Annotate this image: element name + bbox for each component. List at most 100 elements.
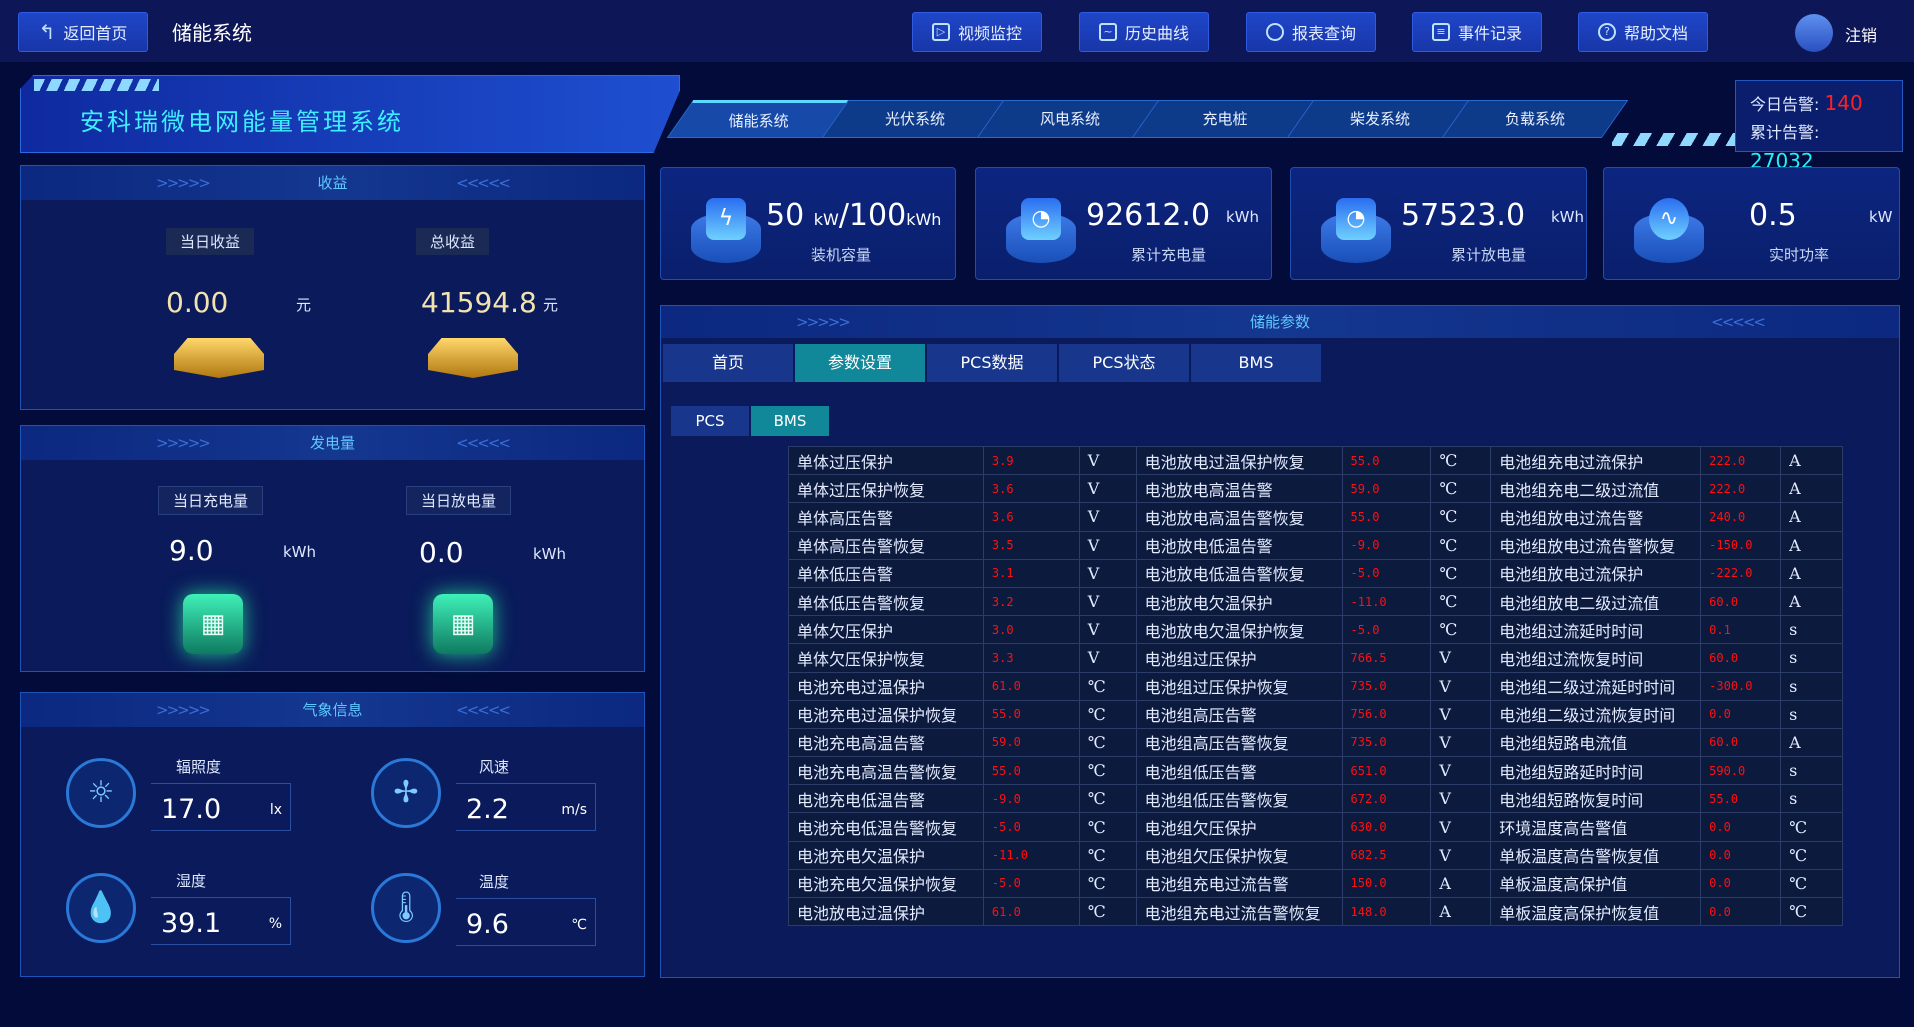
param-name: 电池充电低温告警恢复	[788, 812, 984, 842]
param-unit: A	[1430, 896, 1492, 927]
panel-title: 储能参数	[661, 306, 1899, 338]
param-unit: ℃	[1078, 699, 1137, 729]
param-unit: A	[1780, 558, 1843, 588]
table-row: 电池充电欠温保护 -11.0 ℃ 电池组欠压保护恢复 682.5 V 单板温度高告警恢复值 0…	[788, 840, 1843, 870]
param-unit: ℃	[1430, 530, 1492, 560]
param-name: 电池组充电过流告警恢复	[1135, 896, 1343, 927]
param-name: 单板温度高保护值	[1490, 868, 1702, 899]
param-name: 单板温度高告警恢复值	[1490, 840, 1702, 870]
param-name: 单体欠压保护	[788, 615, 984, 645]
param-unit: ℃	[1430, 586, 1492, 617]
param-value: -5.0	[1341, 558, 1432, 588]
param-unit: ℃	[1430, 474, 1492, 504]
param-name: 单体高压告警	[788, 502, 984, 532]
charge-value: 9.0	[169, 534, 214, 567]
param-unit: ℃	[1430, 502, 1492, 532]
param-unit: ℃	[1078, 671, 1137, 701]
param-value: 60.0	[1700, 643, 1782, 673]
param-unit: V	[1430, 699, 1492, 729]
page-title: 储能系统	[172, 21, 252, 45]
table-row: 单体高压告警恢复 3.5 V 电池放电低温告警 -9.0 ℃ 电池组放电过流告警恢复 -150…	[788, 530, 1843, 560]
params-tab[interactable]: 参数设置	[795, 344, 925, 382]
param-value: -9.0	[1341, 530, 1432, 560]
humidity-icon: 💧	[66, 873, 136, 943]
kpi-total-discharge: ◔ 57523.0 kWh 累计放电量	[1290, 167, 1587, 280]
param-unit: s	[1780, 671, 1843, 701]
param-value: 3.6	[982, 502, 1080, 532]
params-tab[interactable]: PCS状态	[1059, 344, 1189, 382]
param-value: -5.0	[1341, 615, 1432, 645]
system-title: 安科瑞微电网能量管理系统	[80, 108, 404, 136]
param-name: 单体低压告警	[788, 558, 984, 588]
param-value: 222.0	[1700, 474, 1782, 504]
event-log-button[interactable]: ≡ 事件记录	[1412, 12, 1542, 52]
param-name: 电池放电过温保护	[788, 896, 984, 927]
help-doc-button[interactable]: ? 帮助文档	[1578, 12, 1708, 52]
param-name: 电池充电高温告警	[788, 727, 984, 758]
param-name: 电池放电过温保护恢复	[1135, 445, 1343, 476]
video-monitor-button[interactable]: ▷ 视频监控	[912, 12, 1042, 52]
param-value: 222.0	[1700, 445, 1782, 476]
table-row: 电池充电高温告警恢复 55.0 ℃ 电池组低压告警 651.0 V 电池组短路延时时间 590…	[788, 756, 1843, 786]
table-row: 单体欠压保护 3.0 V 电池放电欠温保护恢复 -5.0 ℃ 电池组过流延时时间 0.1 s	[788, 615, 1843, 645]
param-name: 电池组低压告警恢复	[1135, 784, 1343, 814]
video-icon: ▷	[931, 23, 950, 41]
pulse-icon: ∿	[1649, 198, 1689, 240]
params-tab[interactable]: BMS	[1191, 344, 1321, 382]
wind-speed-value: 2.2 m/s	[456, 783, 596, 831]
decor-stripes	[1612, 133, 1737, 146]
param-unit: ℃	[1430, 445, 1492, 476]
param-name: 电池组充电二级过流值	[1490, 474, 1702, 504]
param-unit: ℃	[1780, 868, 1843, 899]
panel-title: 发电量	[21, 426, 644, 460]
param-unit: ℃	[1078, 784, 1137, 814]
param-name: 电池放电低温告警	[1135, 530, 1343, 560]
param-value: 55.0	[982, 699, 1080, 729]
param-name: 单体过压保护恢复	[788, 474, 984, 504]
tab-load[interactable]: 负载系统	[1441, 100, 1629, 138]
param-unit: V	[1430, 784, 1492, 814]
param-value: -300.0	[1700, 671, 1782, 701]
param-name: 电池组过压保护	[1135, 643, 1343, 673]
param-value: -11.0	[982, 840, 1080, 870]
table-row: 电池充电低温告警恢复 -5.0 ℃ 电池组欠压保护 630.0 V 环境温度高告警值 0.0 ℃	[788, 812, 1843, 842]
logout-link[interactable]: 注销	[1845, 26, 1878, 45]
param-name: 电池组短路延时时间	[1490, 756, 1702, 786]
report-query-button[interactable]: 报表查询	[1246, 12, 1376, 52]
humidity-value: 39.1%	[151, 897, 291, 945]
params-subtab[interactable]: PCS	[671, 406, 749, 436]
back-home-button[interactable]: ↰ 返回首页	[18, 12, 148, 52]
param-unit: V	[1078, 445, 1137, 476]
avatar[interactable]	[1795, 14, 1833, 52]
alarm-summary: 今日告警: 140 累计告警: 27032	[1735, 80, 1903, 173]
param-value: 3.9	[982, 445, 1080, 476]
param-unit: V	[1078, 502, 1137, 532]
param-value: 651.0	[1341, 756, 1432, 786]
calendar-icon: ▦	[433, 594, 493, 654]
fan-icon: ✢	[371, 758, 441, 828]
param-unit: ℃	[1078, 812, 1137, 842]
params-tab[interactable]: 首页	[663, 344, 793, 382]
params-subtab[interactable]: BMS	[751, 406, 829, 436]
history-curve-button[interactable]: ~ 历史曲线	[1079, 12, 1209, 52]
params-tab[interactable]: PCS数据	[927, 344, 1057, 382]
document-icon: ≡	[1431, 23, 1450, 41]
table-row: 单体低压告警恢复 3.2 V 电池放电欠温保护 -11.0 ℃ 电池组放电二级过流值 60.0…	[788, 586, 1843, 617]
param-unit: A	[1430, 868, 1492, 899]
param-name: 电池组放电过流告警恢复	[1490, 530, 1702, 560]
param-unit: ℃	[1780, 896, 1843, 927]
param-unit: V	[1078, 643, 1137, 673]
table-row: 单体高压告警 3.6 V 电池放电高温告警恢复 55.0 ℃ 电池组放电过流告警 240.0 A	[788, 502, 1843, 532]
table-row: 单体过压保护恢复 3.6 V 电池放电高温告警 59.0 ℃ 电池组充电二级过流值 222.0…	[788, 474, 1843, 504]
param-unit: ℃	[1430, 615, 1492, 645]
param-name: 电池组低压告警	[1135, 756, 1343, 786]
param-unit: s	[1780, 643, 1843, 673]
param-unit: ℃	[1078, 756, 1137, 786]
thermometer-icon: 🌡	[371, 873, 441, 943]
param-value: 756.0	[1341, 699, 1432, 729]
param-value: 630.0	[1341, 812, 1432, 842]
param-value: 672.0	[1341, 784, 1432, 814]
param-name: 电池放电高温告警	[1135, 474, 1343, 504]
param-unit: ℃	[1430, 558, 1492, 588]
irradiance-value: 17.0 lx	[151, 783, 291, 831]
